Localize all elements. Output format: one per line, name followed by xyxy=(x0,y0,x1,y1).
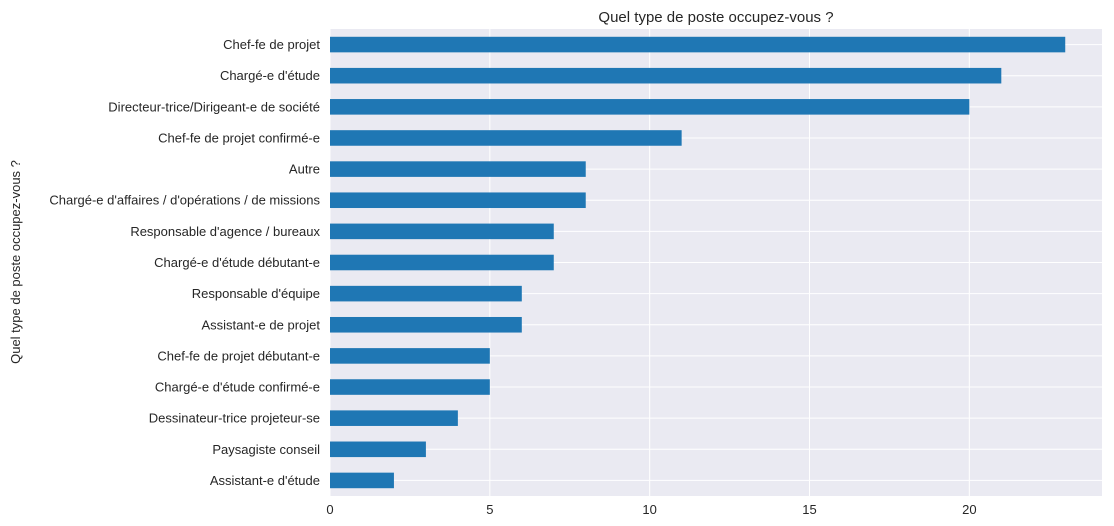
bar-9 xyxy=(330,316,522,333)
y-tick-label: Chargé-e d'étude xyxy=(220,68,320,83)
bar-3 xyxy=(330,130,682,146)
x-tick-labels: 0 5 10 15 20 xyxy=(326,502,976,517)
bar-5 xyxy=(330,192,586,209)
bar-4 xyxy=(330,161,586,177)
y-tick-label: Responsable d'agence / bureaux xyxy=(130,224,320,239)
x-tick-label: 20 xyxy=(962,502,976,517)
bar-7 xyxy=(330,254,554,271)
bar-10 xyxy=(330,348,490,364)
y-tick-label: Assistant-e de projet xyxy=(201,317,320,332)
chart-title: Quel type de poste occupez-vous ? xyxy=(598,9,833,26)
y-axis-label: Quel type de poste occupez-vous ? xyxy=(8,160,23,364)
bar-1 xyxy=(330,67,1002,84)
bar-8 xyxy=(330,285,522,302)
y-tick-labels: Chef-fe de projet Chargé-e d'étude Directe… xyxy=(49,37,320,488)
x-tick-label: 10 xyxy=(642,502,656,517)
y-tick-label: Autre xyxy=(289,162,320,177)
y-tick-label: Chargé-e d'étude confirmé-e xyxy=(155,380,320,395)
y-tick-label: Responsable d'équipe xyxy=(192,286,320,301)
bar-11 xyxy=(330,379,490,395)
y-tick-label: Chef-fe de projet débutant-e xyxy=(157,348,320,363)
bar-13 xyxy=(330,441,426,458)
x-tick-label: 0 xyxy=(326,502,333,517)
y-tick-label: Paysagiste conseil xyxy=(212,442,320,457)
bar-2 xyxy=(330,99,970,115)
x-tick-label: 5 xyxy=(486,502,493,517)
bars xyxy=(330,36,1066,489)
y-tick-label: Chef-fe de projet confirmé-e xyxy=(158,130,320,145)
y-tick-label: Chargé-e d'affaires / d'opérations / de … xyxy=(49,193,320,208)
bar-6 xyxy=(330,223,554,240)
bar-0 xyxy=(330,36,1066,53)
bar-14 xyxy=(330,472,394,489)
bar-12 xyxy=(330,410,458,426)
x-tick-label: 15 xyxy=(802,502,816,517)
y-tick-label: Dessinateur-trice projeteur-se xyxy=(149,411,320,426)
y-tick-label: Directeur-trice/Dirigeant-e de société xyxy=(108,99,320,114)
y-tick-label: Chef-fe de projet xyxy=(223,37,320,52)
y-tick-label: Assistant-e d'étude xyxy=(210,473,320,488)
y-tick-label: Chargé-e d'étude débutant-e xyxy=(154,255,320,270)
